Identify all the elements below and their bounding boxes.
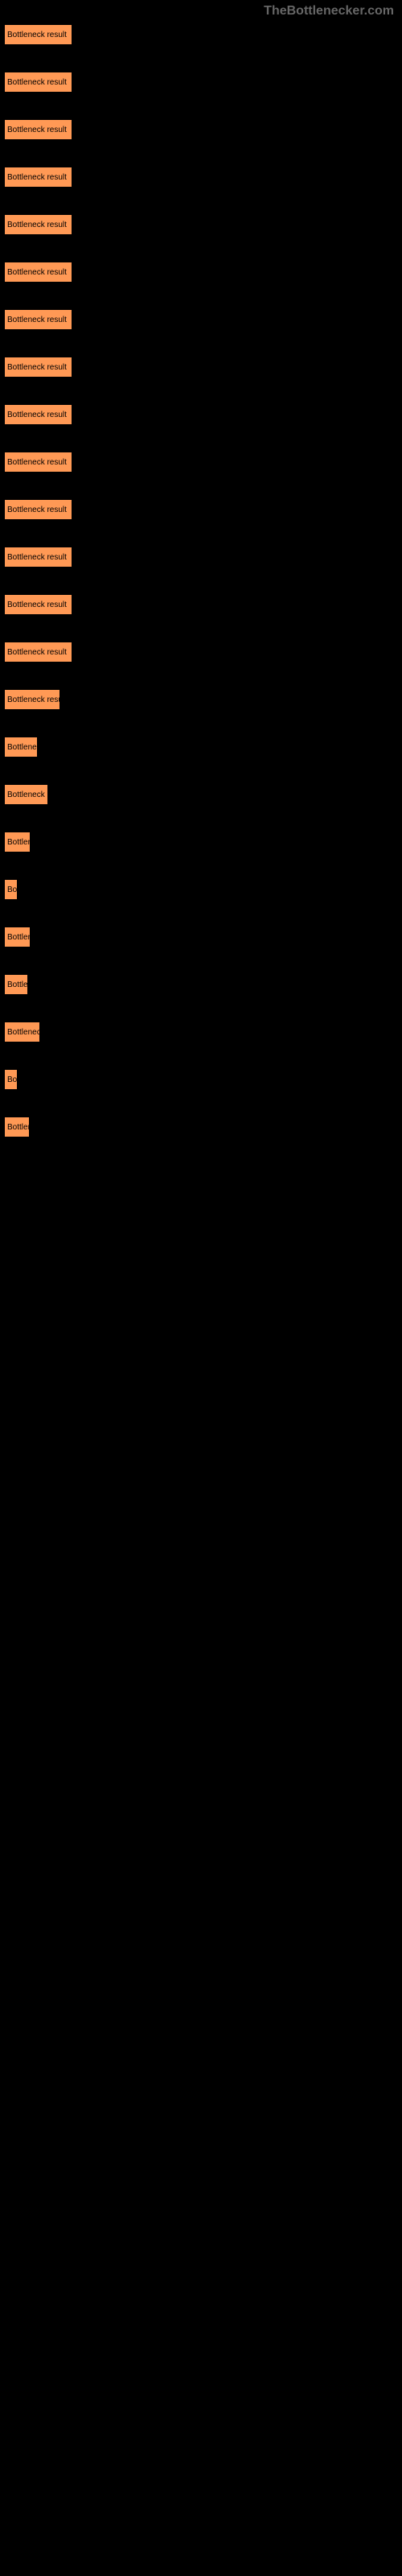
bar: Bottleneck result: [4, 452, 72, 473]
bar: Bottleneck result: [4, 262, 72, 283]
bar: Bottleneck result: [4, 1022, 40, 1042]
bar-row: Bottleneck result: [4, 24, 398, 45]
bar: Bottleneck result: [4, 784, 48, 805]
bar-label: Bottleneck result: [7, 553, 67, 562]
bar-row: Bottleneck result: [4, 832, 398, 852]
bar-row: Bottleneck result: [4, 594, 398, 615]
bar-row: Bottleneck result: [4, 689, 398, 710]
bar: Bottleneck result: [4, 357, 72, 378]
bar-label: Bottleneck result: [7, 268, 67, 277]
bar: Bottleneck result: [4, 119, 72, 140]
bar: Bottleneck result: [4, 832, 31, 852]
bar: Bottleneck result: [4, 737, 38, 758]
bar-label: Bottleneck result: [7, 601, 67, 609]
bar-label: Bottleneck result: [7, 316, 67, 324]
bar-label: Bottleneck result: [7, 696, 60, 704]
bar-row: Bottleneck result: [4, 309, 398, 330]
bar-row: Bottleneck result: [4, 499, 398, 520]
bar-row: Bottleneck result: [4, 214, 398, 235]
bar-label: Bottleneck result: [7, 886, 18, 894]
bar: Bottleneck result: [4, 309, 72, 330]
bar-row: Bottleneck result: [4, 737, 398, 758]
bar-label: Bottleneck result: [7, 78, 67, 87]
bar: Bottleneck result: [4, 594, 72, 615]
bar-label: Bottleneck result: [7, 173, 67, 182]
bar-row: Bottleneck result: [4, 72, 398, 93]
bar-row: Bottleneck result: [4, 262, 398, 283]
bar: Bottleneck result: [4, 1069, 18, 1090]
bar-row: Bottleneck result: [4, 1069, 398, 1090]
bar: Bottleneck result: [4, 974, 28, 995]
bar-label: Bottleneck result: [7, 1075, 18, 1084]
bar: Bottleneck result: [4, 214, 72, 235]
watermark: TheBottlenecker.com: [264, 4, 394, 19]
bar: Bottleneck result: [4, 689, 60, 710]
bar-label: Bottleneck result: [7, 933, 31, 942]
bar-label: Bottleneck result: [7, 743, 38, 752]
bar-row: Bottleneck result: [4, 1022, 398, 1042]
bar-row: Bottleneck result: [4, 357, 398, 378]
bar: Bottleneck result: [4, 1117, 30, 1137]
chart-container: Bottleneck result Bottleneck result Bottle…: [0, 0, 402, 1168]
bar-row: Bottleneck result: [4, 404, 398, 425]
bar-row: Bottleneck result: [4, 547, 398, 568]
bar-row: Bottleneck result: [4, 784, 398, 805]
bar-label: Bottleneck result: [7, 980, 28, 989]
bar-label: Bottleneck result: [7, 838, 31, 847]
bar-row: Bottleneck result: [4, 167, 398, 188]
bar-label: Bottleneck result: [7, 1028, 40, 1037]
bar-label: Bottleneck result: [7, 458, 67, 467]
bar-row: Bottleneck result: [4, 1117, 398, 1137]
bar: Bottleneck result: [4, 547, 72, 568]
bar-row: Bottleneck result: [4, 927, 398, 947]
bar: Bottleneck result: [4, 879, 18, 900]
bar-label: Bottleneck result: [7, 31, 67, 39]
bar: Bottleneck result: [4, 927, 31, 947]
bar-label: Bottleneck result: [7, 221, 67, 229]
bar: Bottleneck result: [4, 167, 72, 188]
bar-label: Bottleneck result: [7, 648, 67, 657]
bar-label: Bottleneck result: [7, 411, 67, 419]
bar-row: Bottleneck result: [4, 119, 398, 140]
bar: Bottleneck result: [4, 24, 72, 45]
bar: Bottleneck result: [4, 499, 72, 520]
bar: Bottleneck result: [4, 642, 72, 663]
bar-row: Bottleneck result: [4, 974, 398, 995]
bar-row: Bottleneck result: [4, 452, 398, 473]
bar-label: Bottleneck result: [7, 506, 67, 514]
bar-label: Bottleneck result: [7, 791, 48, 799]
bar: Bottleneck result: [4, 404, 72, 425]
bar-row: Bottleneck result: [4, 879, 398, 900]
bar-label: Bottleneck result: [7, 1123, 30, 1132]
bar-row: Bottleneck result: [4, 642, 398, 663]
bar-label: Bottleneck result: [7, 126, 67, 134]
bar: Bottleneck result: [4, 72, 72, 93]
bar-label: Bottleneck result: [7, 363, 67, 372]
